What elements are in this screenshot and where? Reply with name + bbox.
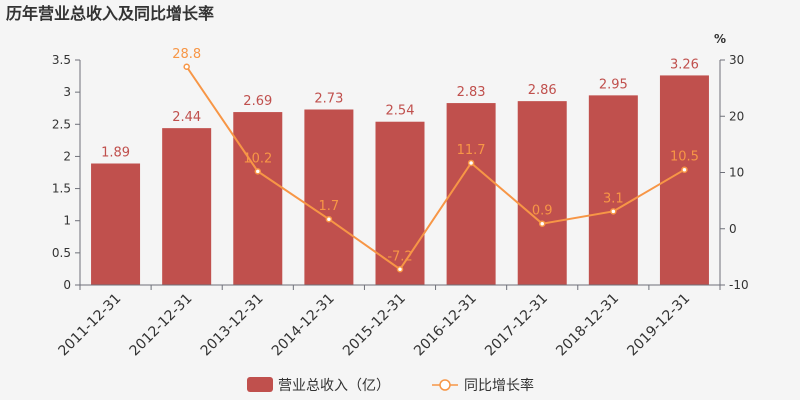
x-axis-category-label: 2019-12-31 — [624, 291, 693, 360]
x-axis-category-label: 2016-12-31 — [411, 291, 480, 360]
bar — [517, 101, 567, 286]
left-axis-tick-label: 0.5 — [52, 246, 71, 260]
x-axis-category-label: 2012-12-31 — [127, 291, 196, 360]
x-axis-category-label: 2015-12-31 — [340, 291, 409, 360]
growth-line — [185, 66, 685, 271]
left-axis-tick-label: 1 — [63, 214, 71, 228]
left-axis-tick-label: 2.5 — [52, 117, 71, 131]
bar — [91, 163, 141, 285]
bar — [304, 109, 354, 285]
legend-line-label[interactable]: 同比增长率 — [464, 377, 534, 394]
legend-bar-swatch[interactable] — [247, 377, 273, 392]
legend-line-marker[interactable] — [439, 379, 451, 391]
bar-value-label: 2.73 — [314, 92, 343, 107]
growth-point — [467, 159, 475, 167]
x-axis-category-label: 2018-12-31 — [553, 291, 622, 360]
growth-point — [396, 266, 404, 273]
growth-value-label: 3.1 — [603, 191, 624, 206]
bar — [446, 103, 496, 285]
x-axis-category-label: 2011-12-31 — [56, 291, 125, 360]
growth-point — [254, 168, 262, 175]
x-axis-category-label: 2017-12-31 — [482, 291, 551, 360]
growth-value-label: -7.2 — [387, 249, 412, 264]
bar-value-label: 2.95 — [599, 77, 628, 92]
bar-value-label: 2.44 — [172, 110, 201, 125]
line-labels: 28.8 10.2 1.7 -7.2 11.7 0.9 3.1 10.5 — [172, 47, 699, 265]
growth-value-label: 10.2 — [243, 151, 272, 166]
bar-value-label: 2.54 — [386, 104, 415, 119]
right-axis: -10 0 10 20 30 — [719, 53, 749, 292]
growth-point — [610, 208, 617, 215]
growth-value-label: 1.7 — [319, 199, 340, 214]
bar — [588, 95, 638, 285]
growth-value-label: 11.7 — [457, 143, 486, 158]
bar-series — [91, 75, 709, 286]
growth-value-label: 0.9 — [532, 204, 553, 219]
bar-value-label: 2.86 — [528, 83, 557, 98]
left-axis-tick-label: 2 — [63, 149, 71, 163]
bar-value-label: 1.89 — [101, 146, 130, 161]
growth-point — [681, 166, 688, 173]
left-axis-tick-label: 3 — [63, 85, 71, 99]
right-axis-unit: % — [714, 32, 726, 46]
bar — [162, 128, 212, 285]
right-axis-tick-label: 30 — [729, 53, 744, 67]
left-axis: 0 0.5 1 1.5 2 2.5 3 3.5 — [52, 53, 81, 292]
x-axis: 2011-12-31 2012-12-31 2013-12-31 2014-12-31… — [56, 284, 721, 360]
left-axis-tick-label: 1.5 — [52, 182, 71, 196]
left-axis-tick-label: 0 — [63, 278, 71, 292]
right-axis-tick-label: -10 — [729, 278, 749, 292]
line-series — [183, 63, 688, 273]
bar-value-label: 2.83 — [457, 85, 486, 100]
bar-value-label: 3.26 — [670, 57, 699, 72]
growth-point — [538, 220, 546, 227]
growth-point — [183, 63, 190, 70]
x-axis-category-label: 2013-12-31 — [198, 291, 267, 360]
bar — [233, 112, 283, 285]
legend: 营业总收入（亿） 同比增长率 — [247, 377, 534, 394]
growth-value-label: 28.8 — [172, 47, 201, 62]
bar-value-label: 2.69 — [243, 94, 272, 109]
right-axis-tick-label: 20 — [729, 109, 744, 123]
growth-value-label: 10.5 — [670, 150, 699, 165]
right-axis-tick-label: 10 — [729, 166, 744, 180]
bar-labels: 1.89 2.44 2.69 2.73 2.54 2.83 2.86 2.95 3.26 — [101, 57, 699, 160]
growth-point — [325, 215, 333, 223]
x-axis-category-label: 2014-12-31 — [269, 291, 338, 360]
legend-bar-label[interactable]: 营业总收入（亿） — [278, 378, 390, 394]
left-axis-tick-label: 3.5 — [52, 53, 71, 67]
right-axis-tick-label: 0 — [729, 222, 737, 236]
chart-title: 历年营业总收入及同比增长率 — [6, 4, 214, 23]
